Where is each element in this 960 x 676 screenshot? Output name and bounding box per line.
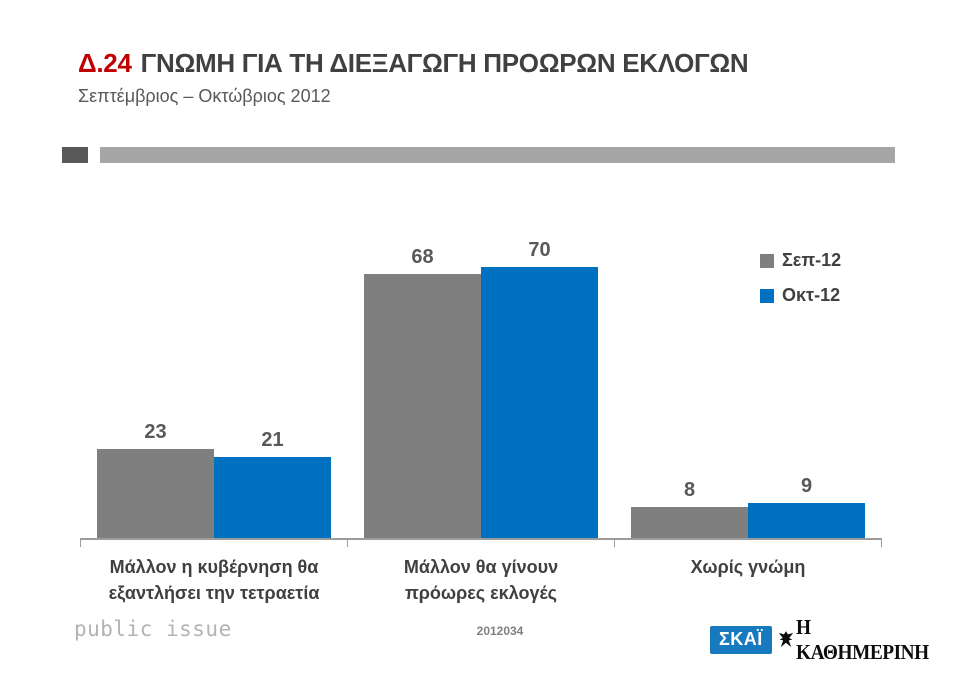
kathimerini-logo: Η ΚΑΘΗΜΕΡΙΝΗ <box>778 615 960 665</box>
divider-dark-block <box>62 147 88 163</box>
category-label: Μάλλον θα γίνουν πρόωρες εκλογές <box>403 557 559 604</box>
kathimerini-eagle-icon <box>778 631 793 648</box>
skai-logo: ΣΚΑΪ <box>710 626 772 654</box>
bar-Οκτ-12-cat1 <box>481 267 598 538</box>
axis-tick <box>347 540 348 547</box>
category-label: Χωρίς γνώμη <box>690 557 806 577</box>
bar-Οκτ-12-cat2 <box>748 503 865 538</box>
category-label: Μάλλον η κυβέρνηση θα εξαντλήσει την τετρ… <box>108 557 320 604</box>
bar-Οκτ-12-cat0 <box>214 457 331 538</box>
header: Δ.24 ΓΝΩΜΗ ΓΙΑ ΤΗ ΔΙΕΞΑΓΩΓΗ ΠΡΟΩΡΩΝ ΕΚΛΟΓ… <box>78 48 749 107</box>
footer-logos: ΣΚΑΪ Η ΚΑΘΗΜΕΡΙΝΗ <box>710 615 960 665</box>
bar-Σεπ-12-cat0 <box>97 449 214 538</box>
legend-swatch-icon <box>760 288 774 303</box>
chart-legend: Σεπ-12 Οκτ-12 <box>760 250 841 320</box>
page-title: Δ.24 ΓΝΩΜΗ ΓΙΑ ΤΗ ΔΙΕΞΑΓΩΓΗ ΠΡΟΩΡΩΝ ΕΚΛΟΓ… <box>78 48 749 79</box>
legend-label: Οκτ-12 <box>782 285 841 305</box>
bar-chart-plot-area: 23 21 68 70 8 9 <box>80 230 882 547</box>
bar-value-label: 70 <box>528 239 551 261</box>
category-axis-labels: Μάλλον η κυβέρνηση θα εξαντλήσει την τετρ… <box>80 554 882 612</box>
legend-item-Σεπ-12: Σεπ-12 <box>760 250 841 271</box>
subtitle: Σεπτέμβριος – Οκτώβριος 2012 <box>78 86 331 106</box>
legend-item-Οκτ-12: Οκτ-12 <box>760 285 841 306</box>
title-text: ΓΝΩΜΗ ΓΙΑ ΤΗ ΔΙΕΞΑΓΩΓΗ ΠΡΟΩΡΩΝ ΕΚΛΟΓΩΝ <box>140 48 749 78</box>
bar-value-label: 23 <box>144 421 167 443</box>
kathimerini-text: Η ΚΑΘΗΜΕΡΙΝΗ <box>795 615 929 664</box>
public-issue-logo: public issue <box>74 617 232 641</box>
divider-light-bar <box>100 147 895 163</box>
bar-value-label: 8 <box>683 479 696 501</box>
legend-label: Σεπ-12 <box>782 250 842 270</box>
bar-value-label: 21 <box>261 429 284 451</box>
bar-Σεπ-12-cat1 <box>364 274 481 538</box>
bar-value-label: 9 <box>800 475 813 497</box>
axis-tick <box>881 540 882 547</box>
bar-Σεπ-12-cat2 <box>631 507 748 538</box>
bar-value-label: 68 <box>411 246 434 268</box>
axis-tick <box>614 540 615 547</box>
study-code: 2012034 <box>476 624 524 638</box>
axis-tick <box>80 540 81 547</box>
question-code: Δ.24 <box>78 48 132 78</box>
legend-swatch-icon <box>760 253 774 268</box>
